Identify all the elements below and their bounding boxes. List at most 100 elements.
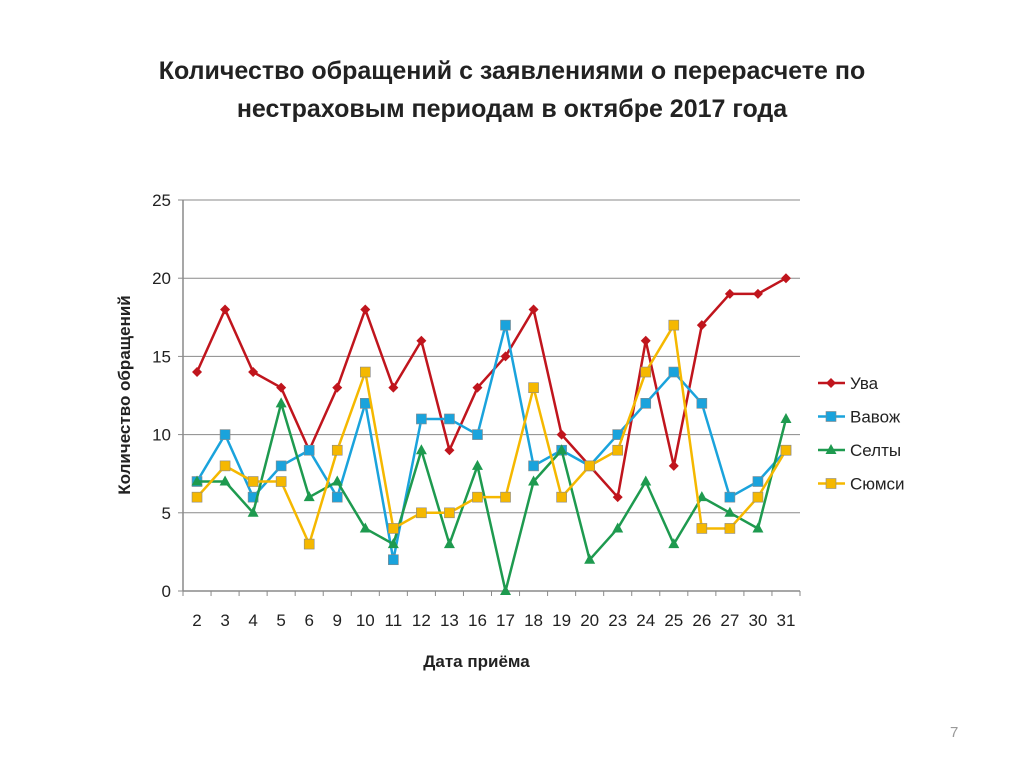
x-tick-label: 11 xyxy=(385,611,403,630)
y-tick-label: 15 xyxy=(152,347,171,366)
y-tick-label: 0 xyxy=(162,582,171,601)
data-point-1 xyxy=(472,429,483,440)
data-point-2 xyxy=(387,538,399,549)
data-point-1 xyxy=(303,444,315,456)
y-tick-label: 25 xyxy=(152,191,171,210)
data-point-1 xyxy=(444,413,455,425)
data-point-3 xyxy=(500,491,511,503)
chart-title-line-1: Количество обращений с заявлениями о пер… xyxy=(158,57,866,85)
x-tick-label: 17 xyxy=(496,611,515,630)
data-point-2 xyxy=(528,475,540,486)
data-point-1 xyxy=(388,554,399,566)
x-tick-label: 5 xyxy=(276,611,285,630)
data-point-2 xyxy=(471,459,483,470)
x-tick-label: 3 xyxy=(220,611,229,630)
data-point-2 xyxy=(247,506,259,517)
data-point-2 xyxy=(780,412,792,423)
data-point-2 xyxy=(640,475,652,486)
data-point-1 xyxy=(696,398,708,409)
data-point-1 xyxy=(640,398,652,409)
page-number: 7 xyxy=(950,724,959,741)
legend-marker-2 xyxy=(825,444,837,454)
data-point-0 xyxy=(332,382,343,393)
data-point-0 xyxy=(192,367,203,378)
data-point-3 xyxy=(640,366,652,378)
x-tick-label: 12 xyxy=(412,611,431,630)
data-point-3 xyxy=(388,523,399,534)
data-point-1 xyxy=(668,366,680,378)
y-axis-label: Количество обращений xyxy=(115,295,134,495)
x-tick-label: 4 xyxy=(248,611,257,630)
data-point-0 xyxy=(444,445,455,456)
data-point-2 xyxy=(724,506,736,517)
data-point-1 xyxy=(219,429,231,440)
x-tick-label: 18 xyxy=(524,611,543,630)
data-point-2 xyxy=(359,522,371,533)
data-point-0 xyxy=(500,351,511,362)
data-point-0 xyxy=(220,304,231,315)
data-point-1 xyxy=(500,319,511,331)
x-tick-label: 31 xyxy=(777,611,796,630)
data-point-0 xyxy=(780,273,791,284)
data-point-2 xyxy=(752,522,764,533)
data-point-3 xyxy=(359,366,371,378)
data-point-3 xyxy=(528,382,539,393)
data-point-0 xyxy=(556,429,567,440)
data-point-3 xyxy=(275,476,287,487)
x-tick-label: 26 xyxy=(692,611,711,630)
data-point-1 xyxy=(416,413,427,425)
data-point-3 xyxy=(416,507,427,519)
series-line-1 xyxy=(195,324,787,560)
x-tick-label: 6 xyxy=(304,611,313,630)
data-point-1 xyxy=(752,476,764,487)
legend-marker-1 xyxy=(825,411,837,422)
x-tick-label: 19 xyxy=(552,611,571,630)
data-point-2 xyxy=(191,475,203,486)
series-line-2 xyxy=(197,398,788,592)
x-tick-label: 24 xyxy=(636,611,655,630)
data-point-0 xyxy=(612,492,623,503)
data-point-2 xyxy=(612,522,624,533)
legend-label-1: Вавож xyxy=(850,408,901,427)
y-tick-label: 20 xyxy=(152,269,171,288)
data-point-0 xyxy=(276,382,287,393)
data-point-3 xyxy=(191,491,203,503)
data-point-3 xyxy=(472,491,483,503)
data-point-0 xyxy=(752,288,763,299)
data-point-3 xyxy=(780,444,792,456)
data-point-2 xyxy=(584,553,596,564)
x-tick-label: 2 xyxy=(192,611,201,630)
data-point-1 xyxy=(275,460,287,472)
data-point-2 xyxy=(219,475,231,486)
y-tick-label: 5 xyxy=(162,504,171,523)
data-point-0 xyxy=(416,335,427,346)
legend-label-2: Селты xyxy=(850,441,901,460)
x-tick-label: 16 xyxy=(468,611,487,630)
series-line-0 xyxy=(195,277,787,500)
data-point-0 xyxy=(640,335,651,346)
legend-marker-3 xyxy=(825,478,837,489)
data-point-3 xyxy=(444,507,455,519)
data-point-2 xyxy=(500,585,512,595)
y-tick-label: 10 xyxy=(152,426,171,445)
x-tick-label: 20 xyxy=(580,611,599,630)
data-point-2 xyxy=(696,491,708,502)
data-point-0 xyxy=(528,304,539,315)
legend-label-0: Ува xyxy=(850,374,879,393)
data-point-3 xyxy=(219,460,231,472)
data-point-3 xyxy=(556,491,567,503)
data-point-3 xyxy=(584,460,595,472)
data-point-0 xyxy=(472,382,483,393)
series-line-3 xyxy=(196,321,788,548)
data-point-3 xyxy=(247,476,259,487)
x-tick-label: 9 xyxy=(333,611,342,630)
data-point-2 xyxy=(331,475,343,486)
data-point-3 xyxy=(696,523,708,534)
data-point-0 xyxy=(360,304,371,315)
data-point-3 xyxy=(331,444,343,456)
data-point-3 xyxy=(724,523,736,534)
data-point-3 xyxy=(668,319,680,331)
x-axis-label: Дата приёма xyxy=(423,652,530,671)
x-tick-label: 30 xyxy=(748,611,767,630)
x-tick-label: 10 xyxy=(356,611,375,630)
